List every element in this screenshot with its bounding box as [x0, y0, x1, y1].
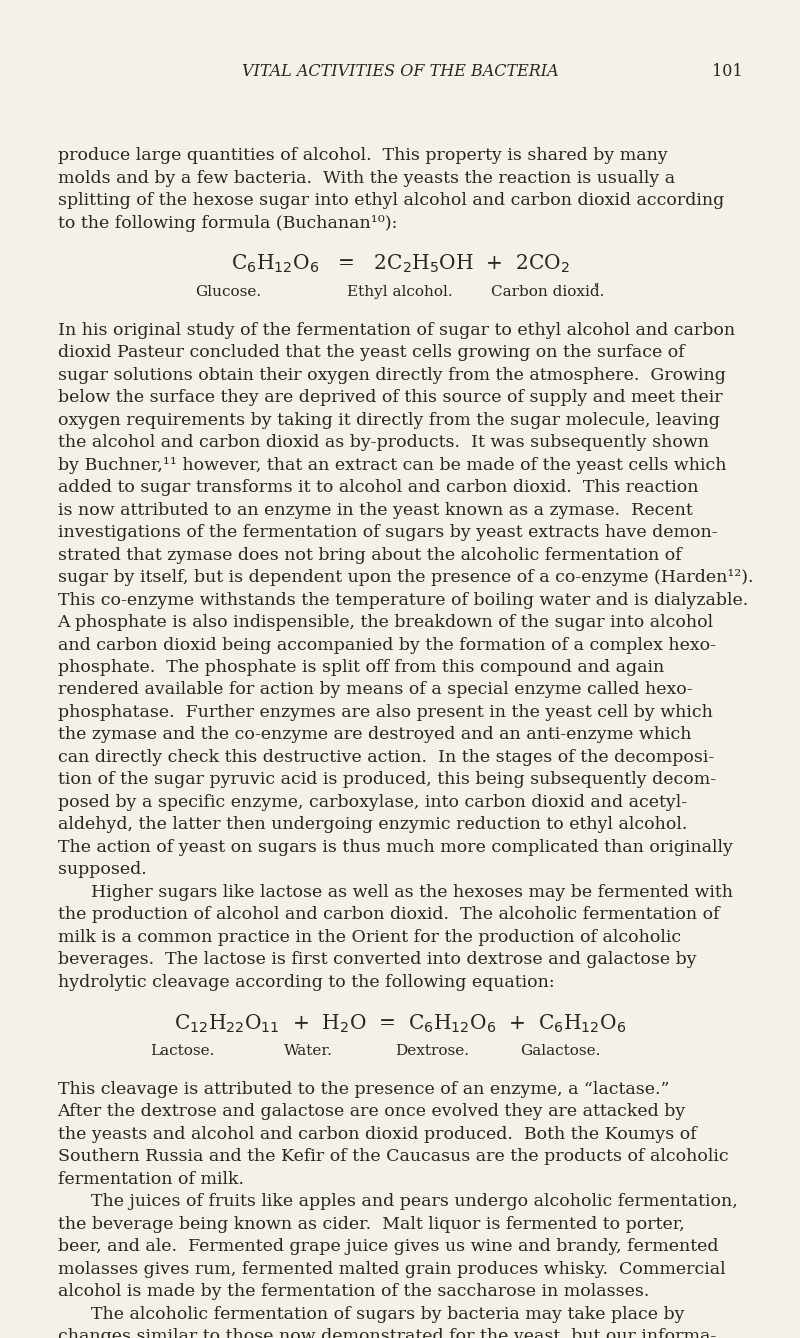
Text: by Buchner,¹¹ however, that an extract can be made of the yeast cells which: by Buchner,¹¹ however, that an extract c…: [58, 456, 726, 474]
Text: Carbon dioxid.: Carbon dioxid.: [491, 285, 605, 298]
Text: The juices of fruits like apples and pears undergo alcoholic fermentation,: The juices of fruits like apples and pea…: [91, 1193, 738, 1211]
Text: alcohol is made by the fermentation of the saccharose in molasses.: alcohol is made by the fermentation of t…: [58, 1283, 649, 1301]
Text: The alcoholic fermentation of sugars by bacteria may take place by: The alcoholic fermentation of sugars by …: [91, 1306, 685, 1323]
Text: the production of alcohol and carbon dioxid.  The alcoholic fermentation of: the production of alcohol and carbon dio…: [58, 906, 719, 923]
Text: VITAL ACTIVITIES OF THE BACTERIA: VITAL ACTIVITIES OF THE BACTERIA: [242, 63, 558, 80]
Text: and carbon dioxid being accompanied by the formation of a complex hexo-: and carbon dioxid being accompanied by t…: [58, 637, 716, 653]
Text: Galactose.: Galactose.: [520, 1044, 600, 1058]
Text: the alcohol and carbon dioxid as by-products.  It was subsequently shown: the alcohol and carbon dioxid as by-prod…: [58, 435, 709, 451]
Text: splitting of the hexose sugar into ethyl alcohol and carbon dioxid according: splitting of the hexose sugar into ethyl…: [58, 193, 724, 209]
Text: is now attributed to an enzyme in the yeast known as a zymase.  Recent: is now attributed to an enzyme in the ye…: [58, 502, 692, 519]
Text: strated that zymase does not bring about the alcoholic fermentation of: strated that zymase does not bring about…: [58, 547, 682, 563]
Text: sugar by itself, but is dependent upon the presence of a co-enzyme (Harden¹²).: sugar by itself, but is dependent upon t…: [58, 569, 753, 586]
Text: added to sugar transforms it to alcohol and carbon dioxid.  This reaction: added to sugar transforms it to alcohol …: [58, 479, 698, 496]
Text: beverages.  The lactose is first converted into dextrose and galactose by: beverages. The lactose is first converte…: [58, 951, 696, 969]
Text: Water.: Water.: [283, 1044, 333, 1058]
Text: aldehyd, the latter then undergoing enzymic reduction to ethyl alcohol.: aldehyd, the latter then undergoing enzy…: [58, 816, 687, 834]
Text: fermentation of milk.: fermentation of milk.: [58, 1171, 243, 1188]
Text: oxygen requirements by taking it directly from the sugar molecule, leaving: oxygen requirements by taking it directl…: [58, 412, 719, 428]
Text: After the dextrose and galactose are once evolved they are attacked by: After the dextrose and galactose are onc…: [58, 1104, 686, 1120]
Text: can directly check this destructive action.  In the stages of the decomposi-: can directly check this destructive acti…: [58, 749, 714, 765]
Text: hydrolytic cleavage according to the following equation:: hydrolytic cleavage according to the fol…: [58, 974, 554, 990]
Text: the beverage being known as cider.  Malt liquor is fermented to porter,: the beverage being known as cider. Malt …: [58, 1216, 684, 1232]
Text: posed by a specific enzyme, carboxylase, into carbon dioxid and acetyl-: posed by a specific enzyme, carboxylase,…: [58, 793, 686, 811]
Text: This co-enzyme withstands the temperature of boiling water and is dialyzable.: This co-enzyme withstands the temperatur…: [58, 591, 748, 609]
Text: tion of the sugar pyruvic acid is produced, this being subsequently decom-: tion of the sugar pyruvic acid is produc…: [58, 772, 716, 788]
Text: molds and by a few bacteria.  With the yeasts the reaction is usually a: molds and by a few bacteria. With the ye…: [58, 170, 674, 187]
Text: Ethyl alcohol.: Ethyl alcohol.: [347, 285, 453, 298]
Text: Lactose.: Lactose.: [150, 1044, 214, 1058]
Text: In his original study of the fermentation of sugar to ethyl alcohol and carbon: In his original study of the fermentatio…: [58, 322, 734, 339]
Text: milk is a common practice in the Orient for the production of alcoholic: milk is a common practice in the Orient …: [58, 929, 681, 946]
Text: phosphate.  The phosphate is split off from this compound and again: phosphate. The phosphate is split off fr…: [58, 660, 664, 676]
Text: Dextrose.: Dextrose.: [395, 1044, 469, 1058]
Text: molasses gives rum, fermented malted grain produces whisky.  Commercial: molasses gives rum, fermented malted gra…: [58, 1260, 726, 1278]
Text: Southern Russia and the Kefir of the Caucasus are the products of alcoholic: Southern Russia and the Kefir of the Cau…: [58, 1148, 728, 1165]
Text: Higher sugars like lactose as well as the hexoses may be fermented with: Higher sugars like lactose as well as th…: [91, 884, 734, 900]
Text: changes similar to those now demonstrated for the yeast, but our informa-: changes similar to those now demonstrate…: [58, 1329, 716, 1338]
Text: beer, and ale.  Fermented grape juice gives us wine and brandy, fermented: beer, and ale. Fermented grape juice giv…: [58, 1238, 718, 1255]
Text: investigations of the fermentation of sugars by yeast extracts have demon-: investigations of the fermentation of su…: [58, 524, 718, 541]
Text: the zymase and the co-enzyme are destroyed and an anti-enzyme which: the zymase and the co-enzyme are destroy…: [58, 727, 691, 744]
Text: ᴙ: ᴙ: [594, 281, 598, 289]
Text: supposed.: supposed.: [58, 862, 146, 878]
Text: The action of yeast on sugars is thus much more complicated than originally: The action of yeast on sugars is thus mu…: [58, 839, 733, 856]
Text: phosphatase.  Further enzymes are also present in the yeast cell by which: phosphatase. Further enzymes are also pr…: [58, 704, 713, 721]
Text: C$_6$H$_{12}$O$_6$   =   2C$_2$H$_5$OH  +  2CO$_2$: C$_6$H$_{12}$O$_6$ = 2C$_2$H$_5$OH + 2CO…: [230, 253, 570, 276]
Text: to the following formula (Buchanan¹⁰):: to the following formula (Buchanan¹⁰):: [58, 214, 397, 231]
Text: Glucose.: Glucose.: [195, 285, 261, 298]
Text: below the surface they are deprived of this source of supply and meet their: below the surface they are deprived of t…: [58, 389, 722, 407]
Text: This cleavage is attributed to the presence of an enzyme, a “lactase.”: This cleavage is attributed to the prese…: [58, 1081, 669, 1098]
Text: produce large quantities of alcohol.  This property is shared by many: produce large quantities of alcohol. Thi…: [58, 147, 667, 165]
Text: dioxid Pasteur concluded that the yeast cells growing on the surface of: dioxid Pasteur concluded that the yeast …: [58, 344, 684, 361]
Text: 101: 101: [712, 63, 742, 80]
Text: sugar solutions obtain their oxygen directly from the atmosphere.  Growing: sugar solutions obtain their oxygen dire…: [58, 367, 726, 384]
Text: the yeasts and alcohol and carbon dioxid produced.  Both the Koumys of: the yeasts and alcohol and carbon dioxid…: [58, 1125, 696, 1143]
Text: C$_{12}$H$_{22}$O$_{11}$  +  H$_2$O  =  C$_6$H$_{12}$O$_6$  +  C$_6$H$_{12}$O$_6: C$_{12}$H$_{22}$O$_{11}$ + H$_2$O = C$_6…: [174, 1013, 626, 1034]
Text: A phosphate is also indispensible, the breakdown of the sugar into alcohol: A phosphate is also indispensible, the b…: [58, 614, 714, 632]
Text: rendered available for action by means of a special enzyme called hexo-: rendered available for action by means o…: [58, 681, 692, 698]
